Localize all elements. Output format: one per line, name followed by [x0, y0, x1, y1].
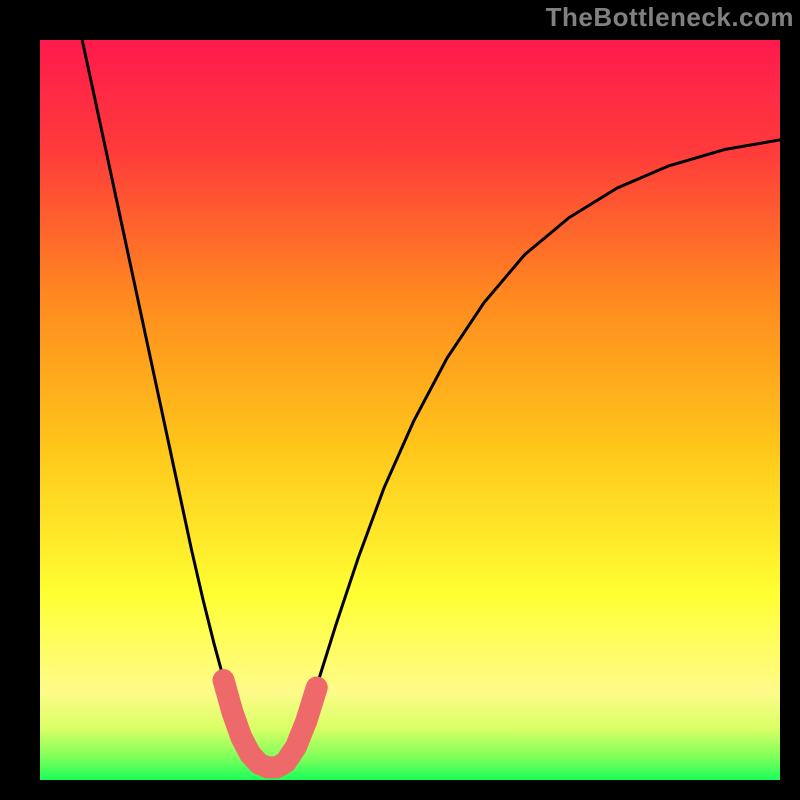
plot-area	[40, 40, 780, 780]
gradient-background	[40, 40, 780, 780]
watermark-text: TheBottleneck.com	[546, 2, 794, 33]
plot-svg	[40, 40, 780, 780]
